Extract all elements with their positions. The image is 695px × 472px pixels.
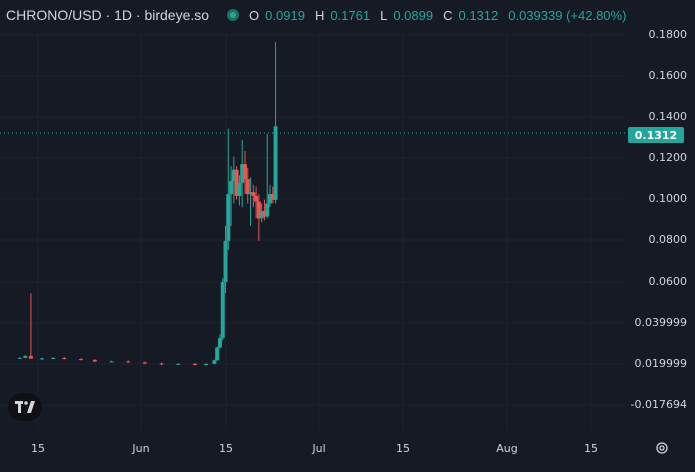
- candle-body: [204, 363, 209, 365]
- x-tick-label: Aug: [496, 442, 518, 455]
- chart-grid: [0, 30, 625, 430]
- low-value: 0.0899: [393, 7, 434, 23]
- y-tick-label: 0.1400: [648, 110, 688, 123]
- x-tick-label: 15: [219, 442, 233, 455]
- candle-body: [273, 126, 278, 200]
- candle-body: [268, 194, 272, 204]
- candle-body: [231, 169, 236, 181]
- y-tick-label: 0.019999: [634, 357, 688, 370]
- tradingview-logo-glyph: [15, 401, 35, 413]
- symbol-title[interactable]: CHRONO/USD · 1D · birdeye.so: [6, 7, 210, 23]
- y-tick-label: 0.1000: [648, 192, 688, 205]
- candle-body: [237, 182, 242, 196]
- open-value: 0.0919: [265, 7, 305, 23]
- change-value: 0.039339 (+42.80%): [508, 7, 627, 23]
- y-tick-label: 0.1800: [648, 28, 688, 41]
- candle-body: [51, 358, 56, 360]
- candle-body: [251, 192, 256, 196]
- x-tick-label: 15: [584, 442, 598, 455]
- y-tick-label: 0.1200: [648, 151, 688, 164]
- candle-body: [265, 203, 270, 217]
- candle-body: [220, 282, 225, 339]
- candle-body: [126, 361, 131, 363]
- x-tick-label: Jul: [312, 442, 326, 455]
- close-value: 0.1312: [458, 7, 499, 23]
- last-price-tag: 0.1312: [628, 127, 684, 143]
- open-label: O: [249, 7, 260, 23]
- close-label: C: [443, 7, 453, 23]
- candles-group: [17, 42, 278, 366]
- low-label: L: [380, 7, 388, 23]
- candle-body: [240, 164, 245, 183]
- y-tick-label: 0.039999: [634, 316, 688, 329]
- candle-body: [109, 361, 114, 363]
- candle-body: [142, 362, 147, 364]
- candle-body: [242, 164, 247, 180]
- candle-body: [226, 194, 231, 241]
- candle-body: [270, 194, 275, 200]
- market-status-icon: [227, 9, 240, 21]
- candle-body: [40, 358, 45, 360]
- candle-body: [176, 363, 181, 365]
- candle-body: [28, 355, 33, 359]
- candle-body: [259, 210, 264, 219]
- candle-body: [262, 210, 267, 217]
- candle-body: [17, 357, 22, 359]
- candle-body: [248, 192, 253, 195]
- candle-body: [23, 355, 28, 358]
- candle-body: [62, 358, 67, 360]
- high-label: H: [314, 7, 325, 23]
- tradingview-logo-icon[interactable]: [8, 393, 42, 421]
- y-tick-label: 0.0600: [648, 275, 688, 288]
- candle-body: [159, 363, 164, 365]
- high-value: 0.1761: [330, 7, 371, 23]
- x-tick-label: Jun: [132, 442, 150, 455]
- candle-body: [234, 169, 239, 196]
- chart-header: CHRONO/USD · 1D · birdeye.so O 0.0919 H 0.…: [6, 5, 626, 25]
- candle-body: [229, 180, 234, 195]
- candle-body: [256, 201, 261, 219]
- candle-body: [217, 338, 222, 348]
- candle-body: [223, 240, 228, 283]
- candle-body: [254, 195, 259, 202]
- y-tick-label: 0.1600: [648, 69, 688, 82]
- y-tick-label: -0.017694: [630, 398, 687, 411]
- candle-body: [245, 179, 250, 195]
- candle-body: [78, 358, 83, 360]
- candle-body: [212, 360, 217, 364]
- gear-icon[interactable]: [655, 441, 669, 455]
- y-tick-label: 0.0800: [648, 233, 688, 246]
- candle-body: [192, 363, 197, 365]
- candle-body: [92, 359, 97, 362]
- x-tick-label: 15: [31, 442, 45, 455]
- candle-body: [215, 347, 220, 361]
- x-tick-label: 15: [396, 442, 410, 455]
